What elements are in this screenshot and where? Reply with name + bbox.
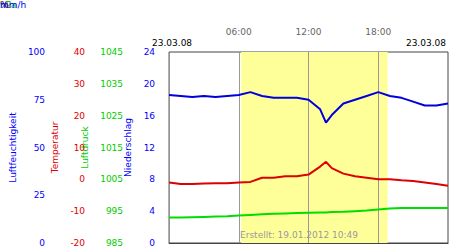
- svg-text:4: 4: [149, 206, 155, 216]
- svg-text:-20: -20: [70, 238, 85, 248]
- svg-text:23.03.08: 23.03.08: [406, 38, 446, 48]
- svg-text:mm/h: mm/h: [0, 0, 26, 10]
- svg-text:0: 0: [39, 238, 45, 248]
- svg-text:24: 24: [144, 47, 156, 57]
- svg-text:1035: 1035: [100, 79, 123, 89]
- svg-text:23.03.08: 23.03.08: [152, 38, 192, 48]
- svg-text:16: 16: [144, 111, 156, 121]
- svg-text:06:00: 06:00: [226, 27, 252, 37]
- svg-text:8: 8: [149, 174, 155, 184]
- svg-text:Erstellt: 19.01.2012 10:49: Erstellt: 19.01.2012 10:49: [240, 230, 358, 240]
- svg-text:1025: 1025: [100, 111, 123, 121]
- svg-text:20: 20: [74, 111, 86, 121]
- svg-text:Temperatur: Temperatur: [50, 121, 60, 174]
- svg-text:985: 985: [106, 238, 123, 248]
- svg-text:20: 20: [144, 79, 156, 89]
- svg-text:Niederschlag: Niederschlag: [123, 118, 133, 177]
- svg-text:1005: 1005: [100, 174, 123, 184]
- svg-text:40: 40: [74, 47, 86, 57]
- svg-text:995: 995: [106, 206, 123, 216]
- svg-text:-10: -10: [70, 206, 85, 216]
- svg-text:12: 12: [144, 143, 155, 153]
- svg-text:1045: 1045: [100, 47, 123, 57]
- svg-text:30: 30: [74, 79, 86, 89]
- svg-text:18:00: 18:00: [365, 27, 391, 37]
- svg-text:Luftfeuchtigkeit: Luftfeuchtigkeit: [8, 112, 18, 183]
- svg-text:75: 75: [34, 95, 45, 105]
- svg-text:50: 50: [34, 143, 46, 153]
- svg-text:100: 100: [28, 47, 45, 57]
- svg-text:0: 0: [149, 238, 155, 248]
- svg-text:25: 25: [34, 190, 45, 200]
- svg-text:12:00: 12:00: [296, 27, 322, 37]
- svg-text:Luftdruck: Luftdruck: [79, 126, 90, 169]
- svg-text:10: 10: [74, 143, 86, 153]
- svg-text:0: 0: [79, 174, 85, 184]
- svg-text:1015: 1015: [100, 143, 123, 153]
